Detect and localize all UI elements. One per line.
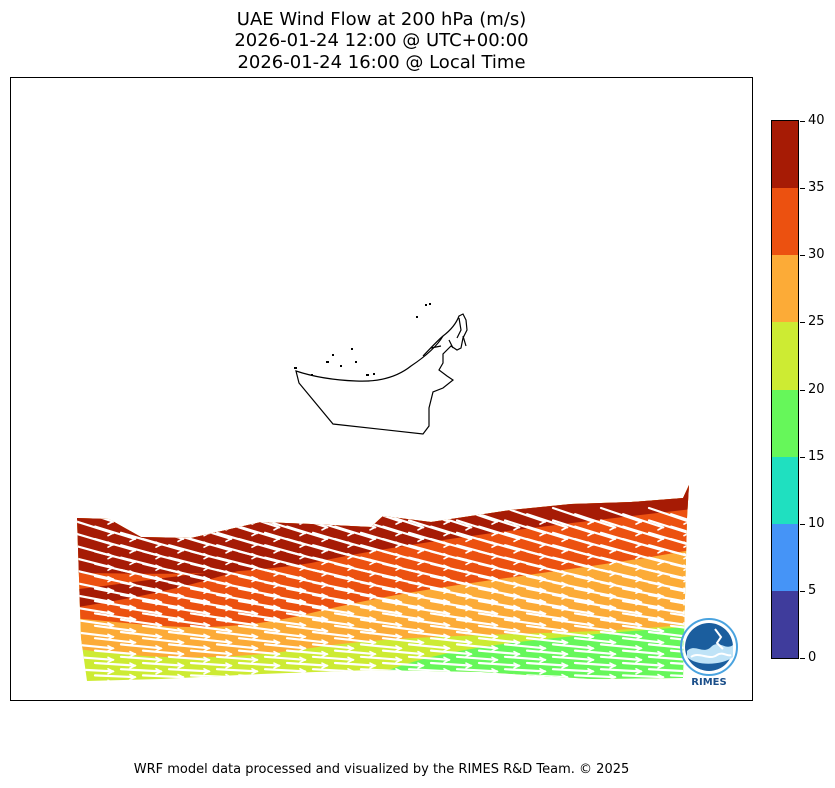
colorbar-tick	[800, 322, 805, 324]
colorbar-segment-15-20	[772, 389, 798, 457]
colorbar-segment-25-30	[772, 255, 798, 323]
colorbar-segment-5-10	[772, 523, 798, 591]
colorbar-segment-10-15	[772, 456, 798, 524]
colorbar-tick-label: 35	[808, 180, 825, 196]
colorbar-tick-label: 0	[808, 650, 817, 665]
colorbar-tick	[800, 456, 805, 458]
map-title-line-1: UAE Wind Flow at 200 hPa (m/s)	[236, 9, 527, 30]
footer-credit: WRF model data processed and visualized …	[133, 762, 630, 777]
svg-text:RIMES: RIMES	[691, 677, 726, 687]
colorbar-tick	[800, 389, 805, 391]
colorbar-tick-label: 20	[808, 381, 825, 397]
colorbar-tick	[800, 523, 805, 525]
colorbar-tick-label: 15	[808, 448, 825, 464]
map-title-line-2: 2026-01-24 12:00 @ UTC+00:00	[234, 30, 529, 51]
colorbar-tick	[800, 590, 805, 592]
colorbar-segment-0-5	[772, 590, 798, 658]
uae-border-outline	[295, 313, 468, 435]
colorbar-tick	[800, 121, 805, 122]
rimes-logo: RIMES	[677, 617, 741, 688]
colorbar-segment-35-40	[772, 121, 798, 189]
colorbar-tick-label: 5	[808, 582, 817, 598]
colorbar-tick	[800, 255, 805, 257]
map-canvas	[77, 303, 689, 681]
colorbar-tick	[800, 658, 805, 659]
map-title-line-3: 2026-01-24 16:00 @ Local Time	[237, 52, 526, 73]
colorbar-tick-label: 30	[808, 247, 825, 263]
colorbar-tick-label: 25	[808, 314, 825, 330]
colorbar-tick-label: 40	[808, 113, 825, 128]
wind-speed-field	[77, 485, 689, 681]
uae-islands	[294, 303, 431, 376]
colorbar	[771, 120, 799, 659]
colorbar-segment-30-35	[772, 188, 798, 256]
colorbar-tick	[800, 188, 805, 190]
map-panel	[10, 77, 753, 701]
colorbar-segment-20-25	[772, 322, 798, 390]
colorbar-tick-label: 10	[808, 515, 825, 531]
